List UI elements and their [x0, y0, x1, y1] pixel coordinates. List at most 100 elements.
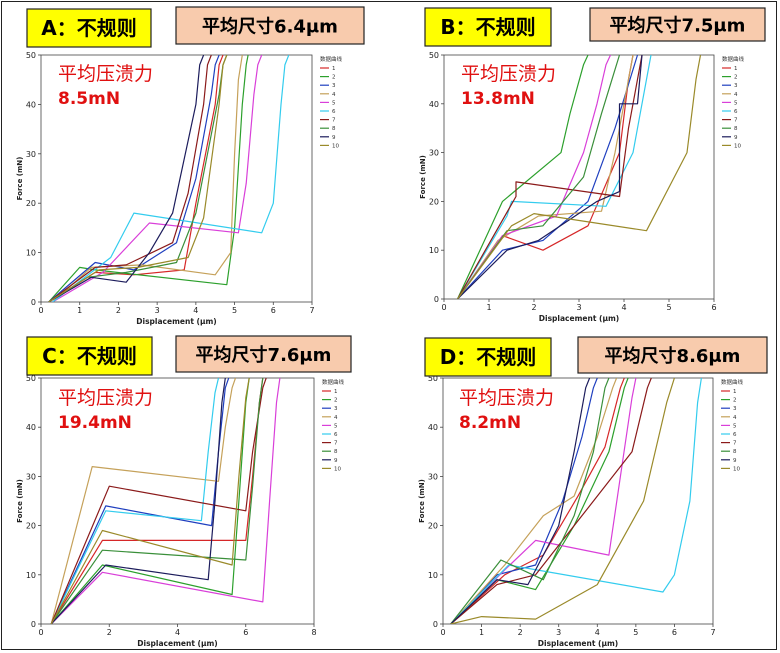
x-tick-label: 0	[440, 628, 445, 637]
series-line-6	[52, 55, 290, 302]
series-line-10	[450, 378, 675, 624]
y-tick-label: 50	[429, 51, 439, 60]
series-line-10	[457, 55, 702, 299]
x-tick-label: 5	[666, 303, 671, 312]
series-line-2	[50, 378, 250, 624]
legend-entry-3: 3	[334, 406, 338, 412]
y-tick-label: 30	[428, 472, 438, 481]
y-tick-label: 0	[434, 295, 439, 304]
x-tick-label: 1	[486, 303, 491, 312]
chart-panel-4: 0 10 20 30 40 50 0 1 2 3 4 5 6 7 Displacement (μm) Forc…	[418, 336, 768, 648]
size-label: 平均尺寸7.6μm	[196, 344, 332, 366]
x-tick-label: 1	[479, 628, 484, 637]
series-line-7	[450, 378, 652, 624]
y-tick-label: 30	[26, 150, 36, 159]
series-line-6	[450, 378, 702, 624]
series-line-9	[457, 55, 643, 299]
legend-entry-1: 1	[733, 389, 737, 395]
legend-entry-2: 2	[733, 398, 737, 404]
legend-entry-5: 5	[733, 423, 737, 429]
chart-panel-2: 0 10 20 30 40 50 0 1 2 3 4 5 6 Displacement (μm) Force…	[419, 7, 766, 323]
x-tick-label: 5	[633, 628, 638, 637]
x-tick-label: 7	[309, 306, 314, 315]
annotation-value: 8.2mN	[459, 413, 521, 433]
legend-entry-1: 1	[332, 66, 336, 72]
x-tick-label: 4	[595, 628, 600, 637]
legend-entry-6: 6	[733, 432, 737, 438]
legend-entry-1: 1	[734, 66, 738, 72]
y-tick-label: 10	[428, 571, 438, 580]
series-line-4	[457, 55, 634, 299]
legend-entry-9: 9	[332, 135, 336, 141]
y-axis-label: Force (mN)	[419, 155, 427, 199]
x-axis-label: Displacement (μm)	[538, 639, 618, 648]
y-axis-label: Force (mN)	[16, 157, 24, 201]
legend-entry-10: 10	[332, 143, 339, 149]
y-tick-label: 40	[26, 100, 36, 109]
series-line-4	[450, 378, 618, 624]
legend-entry-3: 3	[733, 406, 737, 412]
plot-area	[40, 54, 313, 303]
legend-entry-6: 6	[334, 432, 338, 438]
y-axis-label: Force (mN)	[418, 479, 426, 523]
legend-entry-9: 9	[334, 458, 338, 464]
x-tick-label: 6	[711, 303, 716, 312]
chart-panel-1: 0 10 20 30 40 50 0 1 2 3 4 5 6 7 Displacement (μm) Forc…	[16, 6, 365, 326]
series-line-7	[456, 55, 643, 299]
legend-entry-9: 9	[734, 135, 738, 141]
series-line-2	[456, 55, 589, 299]
x-tick-label: 2	[531, 303, 536, 312]
legend-entry-9: 9	[733, 458, 737, 464]
panel-label-box	[26, 8, 152, 48]
legend-entry-5: 5	[334, 423, 338, 429]
legend-entry-5: 5	[332, 100, 336, 106]
panel-label: C：不规则	[42, 344, 137, 368]
series-line-9	[48, 55, 205, 302]
annotation-title: 平均压溃力	[459, 387, 554, 409]
x-tick-label: 4	[621, 303, 626, 312]
series-line-1	[450, 378, 625, 624]
series-group	[456, 55, 702, 299]
x-tick-label: 8	[311, 628, 316, 637]
legend-entry-8: 8	[334, 449, 338, 455]
x-tick-label: 4	[193, 306, 198, 315]
x-tick-label: 2	[518, 628, 523, 637]
legend-entry-3: 3	[332, 83, 336, 89]
legend-entry-6: 6	[734, 109, 738, 115]
annotation-value: 8.5mN	[58, 89, 120, 109]
legend-entry-2: 2	[332, 75, 336, 81]
y-tick-label: 30	[429, 149, 439, 158]
legend-entry-4: 4	[332, 92, 336, 98]
x-tick-label: 0	[38, 306, 43, 315]
series-line-9	[50, 378, 226, 624]
size-label-box	[589, 7, 766, 42]
legend-entry-4: 4	[733, 415, 737, 421]
size-label-box	[175, 335, 352, 373]
legend-entry-6: 6	[332, 109, 336, 115]
legend-entry-5: 5	[734, 100, 738, 106]
y-tick-label: 40	[428, 423, 438, 432]
panel-label-box	[26, 336, 153, 376]
size-label: 平均尺寸6.4μm	[202, 16, 338, 38]
series-line-6	[456, 55, 652, 299]
x-tick-label: 5	[232, 306, 237, 315]
x-tick-label: 3	[576, 303, 581, 312]
legend-entry-7: 7	[734, 118, 738, 124]
legend-title: 数据曲线	[722, 55, 745, 63]
y-tick-label: 40	[26, 423, 36, 432]
x-axis-label: Displacement (μm)	[137, 639, 217, 648]
legend-entry-3: 3	[734, 83, 738, 89]
series-line-8	[450, 378, 610, 624]
y-axis-label: Force (mN)	[16, 479, 24, 523]
y-tick-label: 20	[26, 522, 36, 531]
plot-area	[443, 54, 715, 300]
annotation-title: 平均压溃力	[58, 387, 153, 409]
annotation-value: 19.4mN	[58, 413, 132, 433]
legend-entry-4: 4	[334, 415, 338, 421]
size-label: 平均尺寸8.6μm	[605, 345, 741, 367]
series-line-9	[450, 378, 591, 624]
series-line-5	[457, 55, 612, 299]
panel-label-box	[424, 7, 552, 47]
